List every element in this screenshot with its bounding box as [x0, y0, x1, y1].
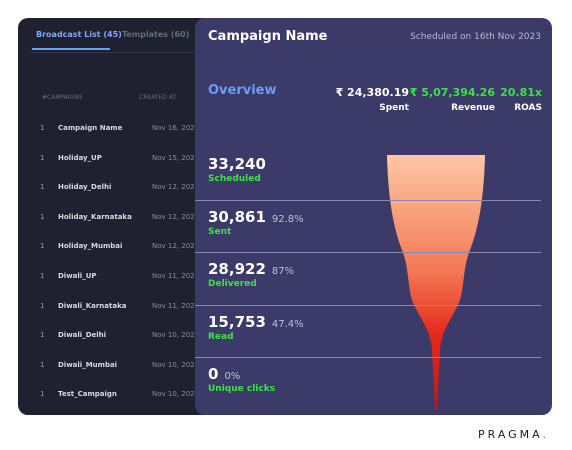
metric-label: ROAS [514, 103, 542, 113]
funnel-percent: 47.4% [271, 318, 304, 330]
scheduled-date: Scheduled on 16th Nov 2023 [410, 32, 541, 42]
funnel-label: Read [208, 331, 234, 342]
metric-value: ₹ 24,380.19 [335, 86, 409, 99]
created-at: Nov 11, 2023, [152, 301, 202, 310]
overview-heading: Overview [208, 83, 277, 98]
row-index: 1 [40, 272, 45, 280]
divider [195, 304, 541, 306]
column-header: CREATED AT [139, 94, 177, 101]
metric-label: Revenue [451, 103, 495, 113]
row-index: 1 [40, 242, 45, 251]
campaign-name: Diwali_Mumbai [58, 360, 118, 369]
funnel-percent: 87% [271, 266, 295, 277]
created-at: Nov 12, 2023, [152, 183, 202, 192]
campaign-name: Diwali_Karnataka [58, 301, 127, 310]
funnel-value: 30,861 92.8% [208, 207, 304, 226]
funnel-label: Sent [208, 226, 232, 237]
logo: PRAGMA. [478, 428, 549, 441]
campaign-name: Campaign Name [58, 124, 123, 132]
campaign-name: Diwali_Delhi [58, 331, 107, 340]
divider [195, 252, 541, 253]
campaign-name: Holiday_Mumbai [58, 242, 123, 251]
metric-value: ₹ 5,07,394.26 [409, 86, 495, 99]
metric-value: 20.81x [500, 86, 542, 99]
logo-dot: . [542, 428, 550, 441]
funnel-value: 15,753 47.4% [208, 312, 304, 331]
tab-underline [32, 48, 110, 50]
funnel [387, 155, 485, 410]
funnel-percent: 92.8% [271, 213, 304, 225]
campaign-name: Holiday_Karnataka [58, 212, 132, 221]
divider [195, 199, 541, 201]
tab[interactable]: Broadcast List (45) [36, 30, 122, 39]
column-header: #CAMPAIGNS [42, 94, 83, 101]
campaign-name: Holiday_Delhi [58, 183, 112, 192]
row-index: 1 [40, 153, 45, 162]
created-at: Nov 12, 2023, [152, 212, 202, 221]
row-index: 1 [40, 212, 45, 221]
tab-divider [30, 52, 210, 53]
metric-label: Spent [379, 103, 409, 113]
campaign-name: Holiday_UP [58, 153, 102, 162]
created-at: Nov 10, 2023, [152, 390, 202, 399]
funnel-label: Scheduled [208, 174, 261, 184]
divider [195, 357, 541, 358]
campaign-card: Campaign Name Scheduled on 16th Nov 2023… [195, 18, 552, 415]
logo-text: PRAGMA [478, 428, 543, 441]
campaign-name: Test_Campaign [58, 390, 117, 399]
created-at: Nov 15, 2023, [152, 153, 202, 162]
campaign-name: Diwali_UP [58, 272, 97, 280]
created-at: Nov 12, 2023, [152, 242, 202, 251]
funnel-label: Unique clicks [208, 384, 276, 394]
created-at: Nov 10, 2023, [152, 331, 202, 340]
funnel-value: 33,240 [208, 155, 266, 173]
row-index: 1 [40, 360, 45, 369]
row-index: 1 [40, 390, 45, 399]
created-at: Nov 10, 2023, [152, 360, 202, 369]
row-index: 1 [40, 301, 45, 310]
campaign-list: Broadcast List (45) Templates (60) #CAMP… [18, 18, 218, 415]
created-at: Nov 16, 2023, [152, 124, 202, 132]
funnel-percent: 0% [224, 371, 241, 382]
funnel-value: 0 0% [208, 365, 241, 383]
card-title: Campaign Name [208, 29, 328, 44]
row-index: 1 [40, 124, 45, 132]
funnel-value: 28,922 87% [208, 260, 295, 278]
row-index: 1 [40, 331, 45, 340]
tab[interactable]: Templates (60) [122, 30, 190, 39]
funnel-label: Delivered [208, 279, 257, 289]
funnel-graphic [387, 155, 485, 410]
row-index: 1 [40, 183, 45, 192]
created-at: Nov 11, 2023, [152, 272, 202, 280]
